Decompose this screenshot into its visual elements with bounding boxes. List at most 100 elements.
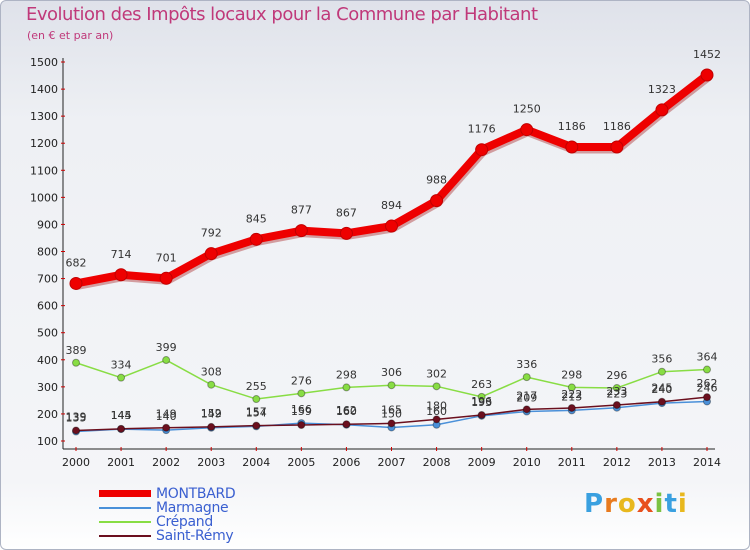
chart-subtitle: (en € et par an): [27, 29, 114, 42]
data-point-saint-remy: [162, 423, 171, 432]
data-point-crepand: [703, 365, 711, 374]
data-point-crepand: [162, 356, 171, 365]
data-point-crepand: [297, 389, 306, 398]
x-tick-label: 2003: [197, 456, 225, 469]
data-label-saint-remy: 165: [381, 403, 402, 416]
data-point-crepand: [657, 367, 666, 376]
legend-swatch-crepand: [99, 521, 151, 523]
data-label-crepand: 334: [111, 359, 132, 372]
logo-letter: i: [677, 489, 688, 519]
data-label-montbard: 792: [201, 227, 222, 240]
data-point-crepand: [252, 395, 261, 404]
data-label-crepand: 298: [336, 368, 357, 381]
data-point-saint-remy: [342, 420, 351, 429]
legend-item-saint-remy: Saint-Rémy: [99, 528, 399, 544]
logo-letter: r: [604, 489, 618, 519]
data-label-marmagne: 213: [561, 390, 582, 403]
data-label-saint-remy: 162: [336, 404, 357, 417]
y-tick-label: 500: [37, 327, 58, 340]
logo-letter: o: [617, 489, 637, 519]
legend-item-marmagne: Marmagne: [99, 500, 399, 516]
data-point-crepand: [522, 373, 531, 382]
y-tick-label: 1000: [30, 191, 58, 204]
data-label-montbard: 867: [336, 206, 357, 219]
data-label-crepand: 399: [156, 341, 177, 354]
legend-item-montbard: MONTBARD: [99, 486, 399, 502]
data-point-saint-remy: [612, 400, 621, 409]
data-label-crepand: 306: [381, 366, 402, 379]
data-label-montbard: 988: [426, 174, 447, 187]
legend-label-montbard: MONTBARD: [156, 486, 236, 502]
data-label-crepand: 298: [561, 368, 582, 381]
data-label-crepand: 263: [471, 378, 492, 391]
y-tick-label: 600: [37, 300, 58, 313]
y-tick-label: 1500: [30, 56, 58, 69]
data-point-saint-remy: [72, 426, 80, 435]
data-label-montbard: 1452: [693, 48, 721, 61]
data-label-saint-remy: 217: [516, 389, 537, 402]
data-point-montbard: [159, 271, 173, 285]
data-point-saint-remy: [657, 397, 666, 406]
data-point-crepand: [567, 383, 576, 392]
x-tick-label: 2005: [287, 456, 315, 469]
data-point-crepand: [342, 383, 351, 392]
data-label-montbard: 701: [156, 251, 177, 264]
proxiti-logo: Proxiti: [584, 489, 688, 519]
data-label-crepand: 356: [651, 353, 672, 366]
data-point-crepand: [72, 358, 80, 367]
y-tick-label: 1100: [30, 164, 58, 177]
data-label-marmagne: 160: [426, 405, 447, 418]
data-label-marmagne: 150: [381, 407, 402, 420]
data-point-montbard: [294, 224, 308, 238]
data-label-saint-remy: 262: [697, 377, 718, 390]
data-point-montbard: [339, 226, 353, 240]
data-label-montbard: 682: [66, 256, 87, 269]
y-tick-label: 100: [37, 435, 58, 448]
data-point-crepand: [477, 392, 486, 401]
y-tick-label: 1200: [30, 137, 58, 150]
data-label-montbard: 877: [291, 204, 312, 217]
data-label-saint-remy: 139: [66, 410, 87, 423]
data-point-montbard: [204, 247, 218, 261]
data-label-saint-remy: 152: [201, 407, 222, 420]
legend-swatch-marmagne: [99, 507, 151, 509]
data-label-crepand: 389: [66, 344, 87, 357]
data-point-saint-remy: [252, 421, 261, 430]
data-point-montbard: [655, 103, 669, 117]
data-label-marmagne: 246: [697, 381, 718, 394]
data-point-crepand: [117, 373, 126, 382]
legend-label-saint-remy: Saint-Rémy: [156, 528, 234, 544]
data-label-montbard: 1176: [468, 123, 496, 136]
x-tick-label: 2010: [513, 456, 541, 469]
data-point-montbard: [475, 143, 489, 157]
data-label-crepand: 302: [426, 367, 447, 380]
data-point-crepand: [387, 381, 396, 390]
x-tick-label: 2011: [558, 456, 586, 469]
data-label-saint-remy: 233: [606, 385, 627, 398]
data-label-montbard: 845: [246, 212, 267, 225]
data-label-montbard: 1323: [648, 83, 676, 96]
data-point-saint-remy: [117, 424, 126, 433]
legend-item-crepand: Crépand: [99, 514, 399, 530]
data-label-marmagne: 240: [651, 383, 672, 396]
logo-letter: x: [636, 489, 655, 519]
x-tick-label: 2009: [468, 456, 496, 469]
data-label-marmagne: 135: [66, 412, 87, 425]
x-tick-label: 2012: [603, 456, 631, 469]
data-point-saint-remy: [387, 419, 396, 428]
data-point-montbard: [565, 140, 579, 154]
legend-label-crepand: Crépand: [156, 514, 213, 530]
data-label-montbard: 1186: [603, 120, 631, 133]
data-label-marmagne: 149: [201, 408, 222, 421]
y-tick-label: 300: [37, 381, 58, 394]
data-point-saint-remy: [703, 393, 711, 402]
data-label-crepand: 336: [516, 358, 537, 371]
x-tick-label: 2002: [152, 456, 180, 469]
data-point-montbard: [69, 276, 83, 290]
data-point-crepand: [207, 380, 216, 389]
x-tick-label: 2006: [332, 456, 360, 469]
data-label-crepand: 364: [697, 351, 718, 364]
logo-letter: t: [664, 489, 678, 519]
y-tick-label: 900: [37, 218, 58, 231]
